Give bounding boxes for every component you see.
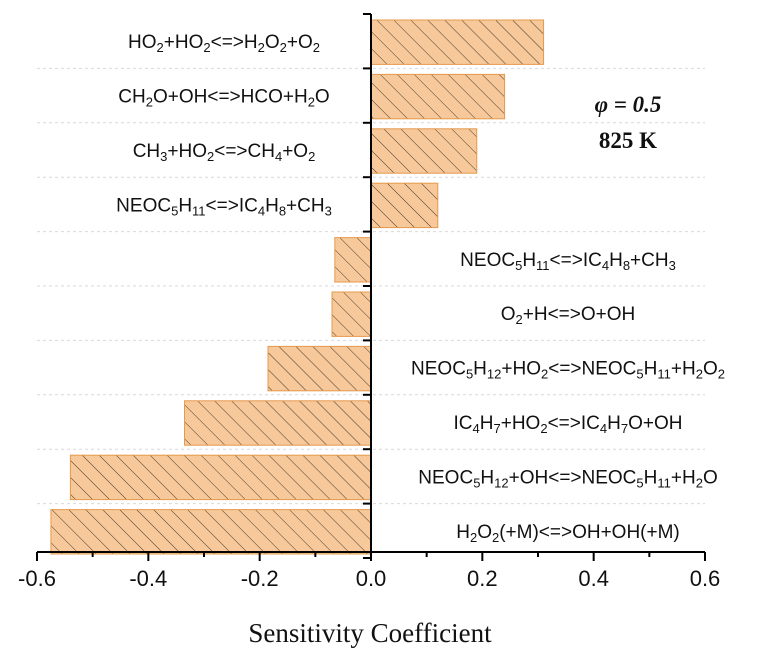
category-label: NEOC5H11<=>IC4H8+CH3 xyxy=(460,250,676,273)
x-tick-label: 0.6 xyxy=(690,566,721,591)
bar xyxy=(184,400,372,446)
category-label: HO2+HO2<=>H2O2+O2 xyxy=(128,32,320,55)
bar xyxy=(370,182,439,229)
bar xyxy=(370,128,478,174)
bar xyxy=(370,19,545,65)
bar xyxy=(370,73,506,120)
bar xyxy=(334,237,372,283)
category-label: H2O2(+M)<=>OH+OH(+M) xyxy=(456,522,680,545)
bar xyxy=(69,454,372,501)
category-label: NEOC5H12+HO2<=>NEOC5H11+H2O2 xyxy=(411,359,725,382)
x-tick-label: 0.0 xyxy=(356,566,387,591)
x-tick-labels: -0.6 -0.4 -0.2 0.0 0.2 0.4 0.6 xyxy=(18,566,720,591)
category-label: IC4H7+HO2<=>IC4H7O+OH xyxy=(454,413,683,436)
category-label: CH3+HO2<=>CH4+O2 xyxy=(133,141,316,164)
bar xyxy=(50,509,372,555)
x-axis-title: Sensitivity Coefficient xyxy=(248,618,492,648)
bar xyxy=(331,291,372,337)
annotation-equivalence-ratio: φ = 0.5 xyxy=(595,92,662,117)
category-label: O2+H<=>O+OH xyxy=(501,304,636,327)
x-tick-label: -0.2 xyxy=(241,566,279,591)
annotation-temperature: 825 K xyxy=(599,128,657,153)
x-tick-label: -0.6 xyxy=(18,566,56,591)
x-tick-label: -0.4 xyxy=(129,566,167,591)
bars xyxy=(50,19,545,555)
category-label: NEOC5H11<=>IC4H8+CH3 xyxy=(116,195,332,218)
x-tick-label: 0.4 xyxy=(578,566,609,591)
category-labels: HO2+HO2<=>H2O2+O2 CH2O+OH<=>HCO+H2O CH3+HO… xyxy=(116,32,725,544)
condition-annotation: φ = 0.5 825 K xyxy=(595,92,662,153)
x-tick-label: 0.2 xyxy=(467,566,498,591)
bar xyxy=(267,345,372,392)
category-label: CH2O+OH<=>HCO+H2O xyxy=(118,87,329,110)
category-label: NEOC5H12+OH<=>NEOC5H11+H2O xyxy=(418,467,717,490)
axes xyxy=(36,13,706,561)
